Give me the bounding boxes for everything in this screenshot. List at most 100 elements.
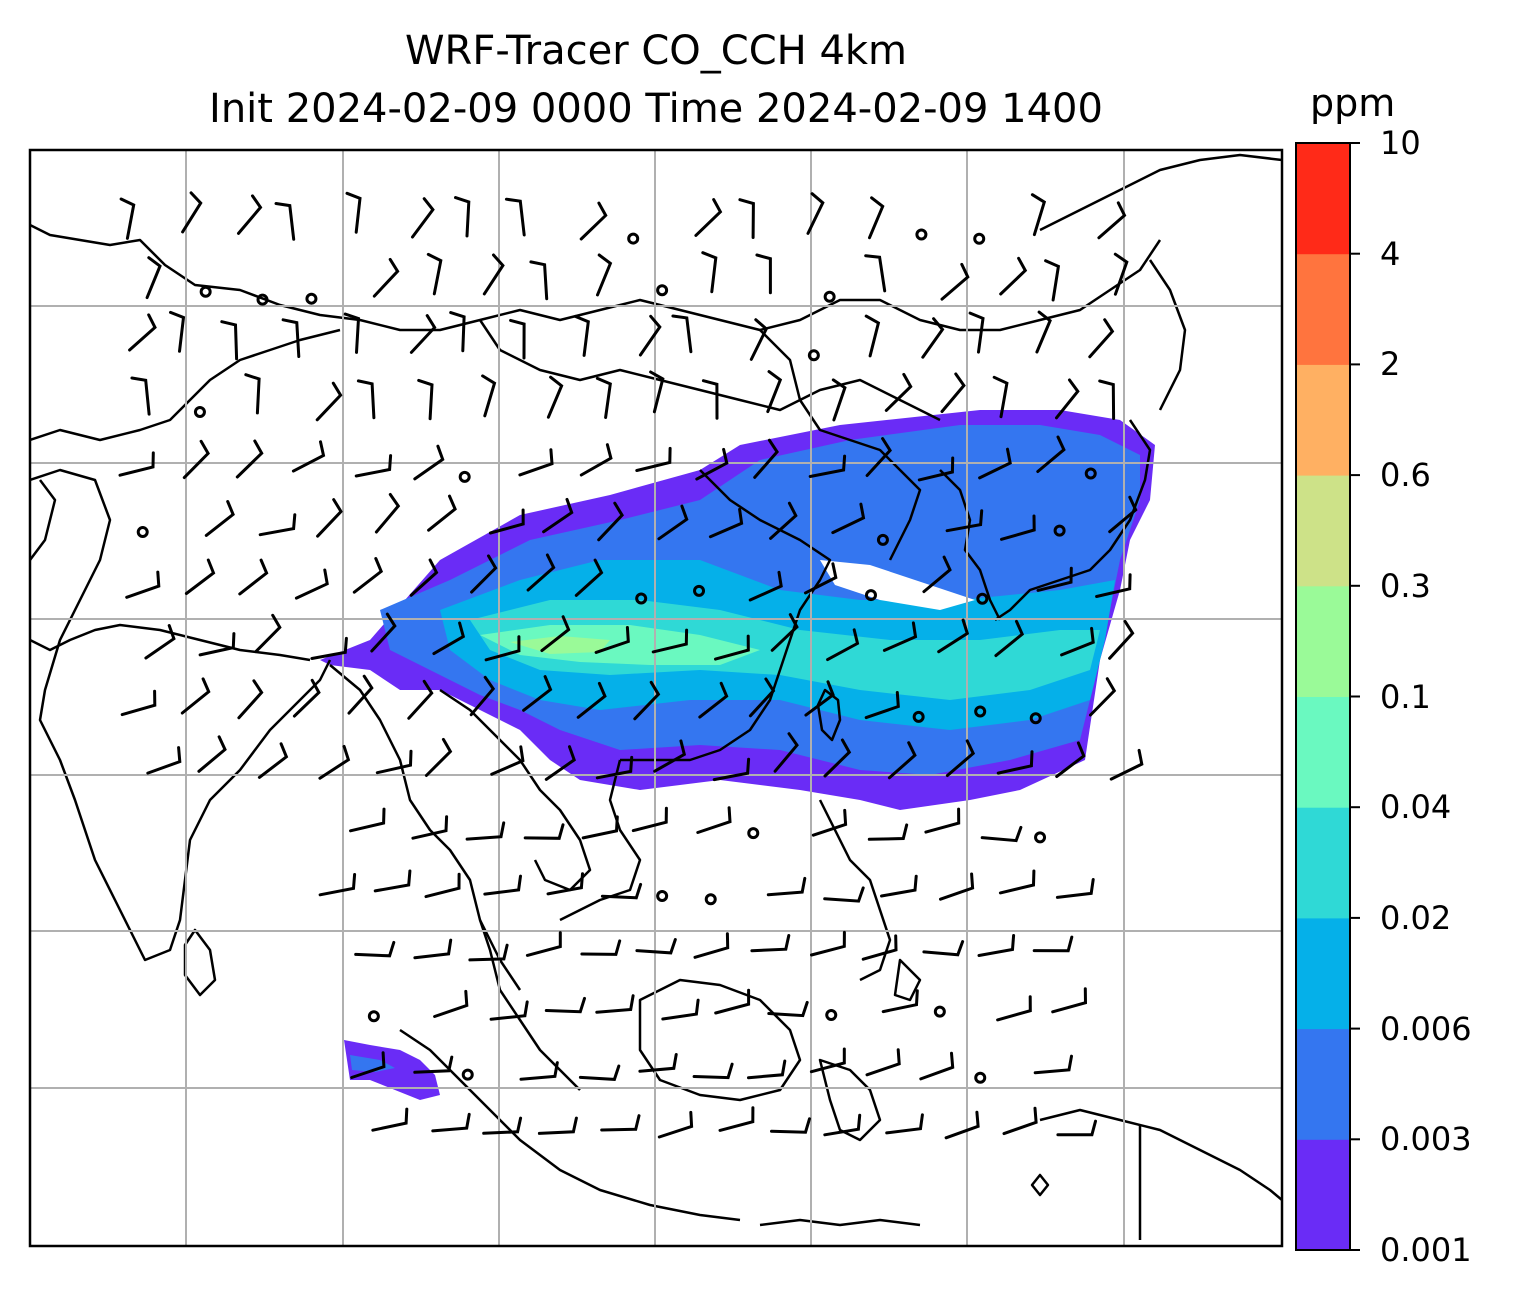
wind-barb [766,876,807,897]
calm-wind-marker [825,1009,838,1022]
calm-wind-marker [1029,712,1042,725]
wind-barb [118,451,155,477]
wind-barb [237,194,263,235]
wind-barb [274,202,296,241]
wind-barb [635,446,672,472]
wind-barb [238,558,269,596]
wind-barb [454,196,471,238]
wind-barb [718,1106,755,1132]
wind-barb [523,823,565,840]
colorbar-segment [1296,143,1350,255]
wind-barb [944,1110,980,1140]
wind-barb [281,318,301,358]
wind-barb [580,939,622,956]
wind-barb [529,260,549,301]
map-frame [28,148,1284,1248]
wind-barb [695,447,729,481]
wind-barb [1089,677,1117,717]
wind-barb [750,934,791,953]
wind-barb [409,558,439,597]
wind-barb [755,253,772,295]
tracer-plume [320,410,1155,1100]
colorbar-tick-label: 0.6 [1380,456,1431,495]
wind-barb [424,737,453,777]
wind-barb [996,995,1032,1022]
wind-barb [1108,495,1138,534]
wind-barb [1051,987,1088,1014]
wind-barb [804,680,835,717]
wind-barb [738,198,755,239]
wind-barb [427,494,457,532]
wind-barb [518,448,554,477]
wind-barb [968,311,985,354]
wind-barb [649,370,665,414]
colorbar-tick-label: 0.001 [1380,1231,1472,1269]
wind-barb [576,681,607,719]
calm-wind-marker [136,526,149,539]
wind-barb [766,370,783,414]
wind-barb [1002,1106,1038,1136]
wind-barb [372,257,400,298]
wind-barb [748,570,783,602]
wind-barb [184,558,216,595]
wind-barb [375,749,413,775]
wind-barb [1036,566,1073,592]
wind-barb [546,375,564,419]
wind-barb [917,456,955,482]
wind-barb [865,437,892,477]
wind-barb [806,192,825,235]
wind-barb [1060,626,1095,657]
wind-barb [235,439,264,479]
wind-barb [120,689,157,717]
colorbar-segment [1296,807,1350,919]
wind-barb [544,745,576,781]
wind-barb [354,940,396,958]
plume-java-patch [344,1040,440,1100]
wind-barb [939,872,975,901]
wind-barb [595,755,634,780]
wind-barb [1033,1054,1073,1075]
wind-barb [489,1000,529,1021]
wind-barb [180,677,211,715]
wind-barb [469,675,496,717]
calm-wind-marker [876,533,889,546]
wind-barb [596,253,613,297]
wind-barb [712,757,751,782]
wind-barb [318,744,351,780]
wind-barb [254,613,282,654]
wind-barb [483,874,522,896]
wind-barb [374,493,401,534]
wind-barb [310,636,348,660]
wind-barb [809,1047,846,1074]
colorbar-tick-label: 4 [1380,234,1401,273]
wind-barb [747,1059,787,1080]
calm-wind-marker [458,470,471,483]
wind-barb [144,624,176,660]
wind-barb [424,872,461,899]
wind-barb [978,447,1012,480]
wind-barb [767,1000,809,1018]
wind-barb [595,994,635,1014]
wind-barb [449,311,466,353]
calm-wind-marker [915,228,928,241]
colorbar-segment [1296,585,1350,697]
wind-barb [371,1107,409,1132]
gridlines [30,150,1282,1246]
calm-wind-marker [974,705,987,718]
wind-barb [657,1110,694,1139]
wind-barb [125,570,161,599]
wind-barb [864,691,900,720]
wind-barb [714,988,751,1015]
calm-wind-marker [933,1005,946,1018]
wind-barb [671,314,693,354]
wind-barb [808,454,847,478]
wind-barb [980,825,1023,843]
wind-barb [826,628,860,662]
wind-barb [1032,935,1074,953]
calm-wind-marker [1034,831,1047,844]
wind-barb [525,931,562,957]
wind-barb [708,507,744,539]
wind-barb [504,197,526,237]
calm-wind-marker [974,1071,987,1084]
wind-barb [1055,378,1080,420]
